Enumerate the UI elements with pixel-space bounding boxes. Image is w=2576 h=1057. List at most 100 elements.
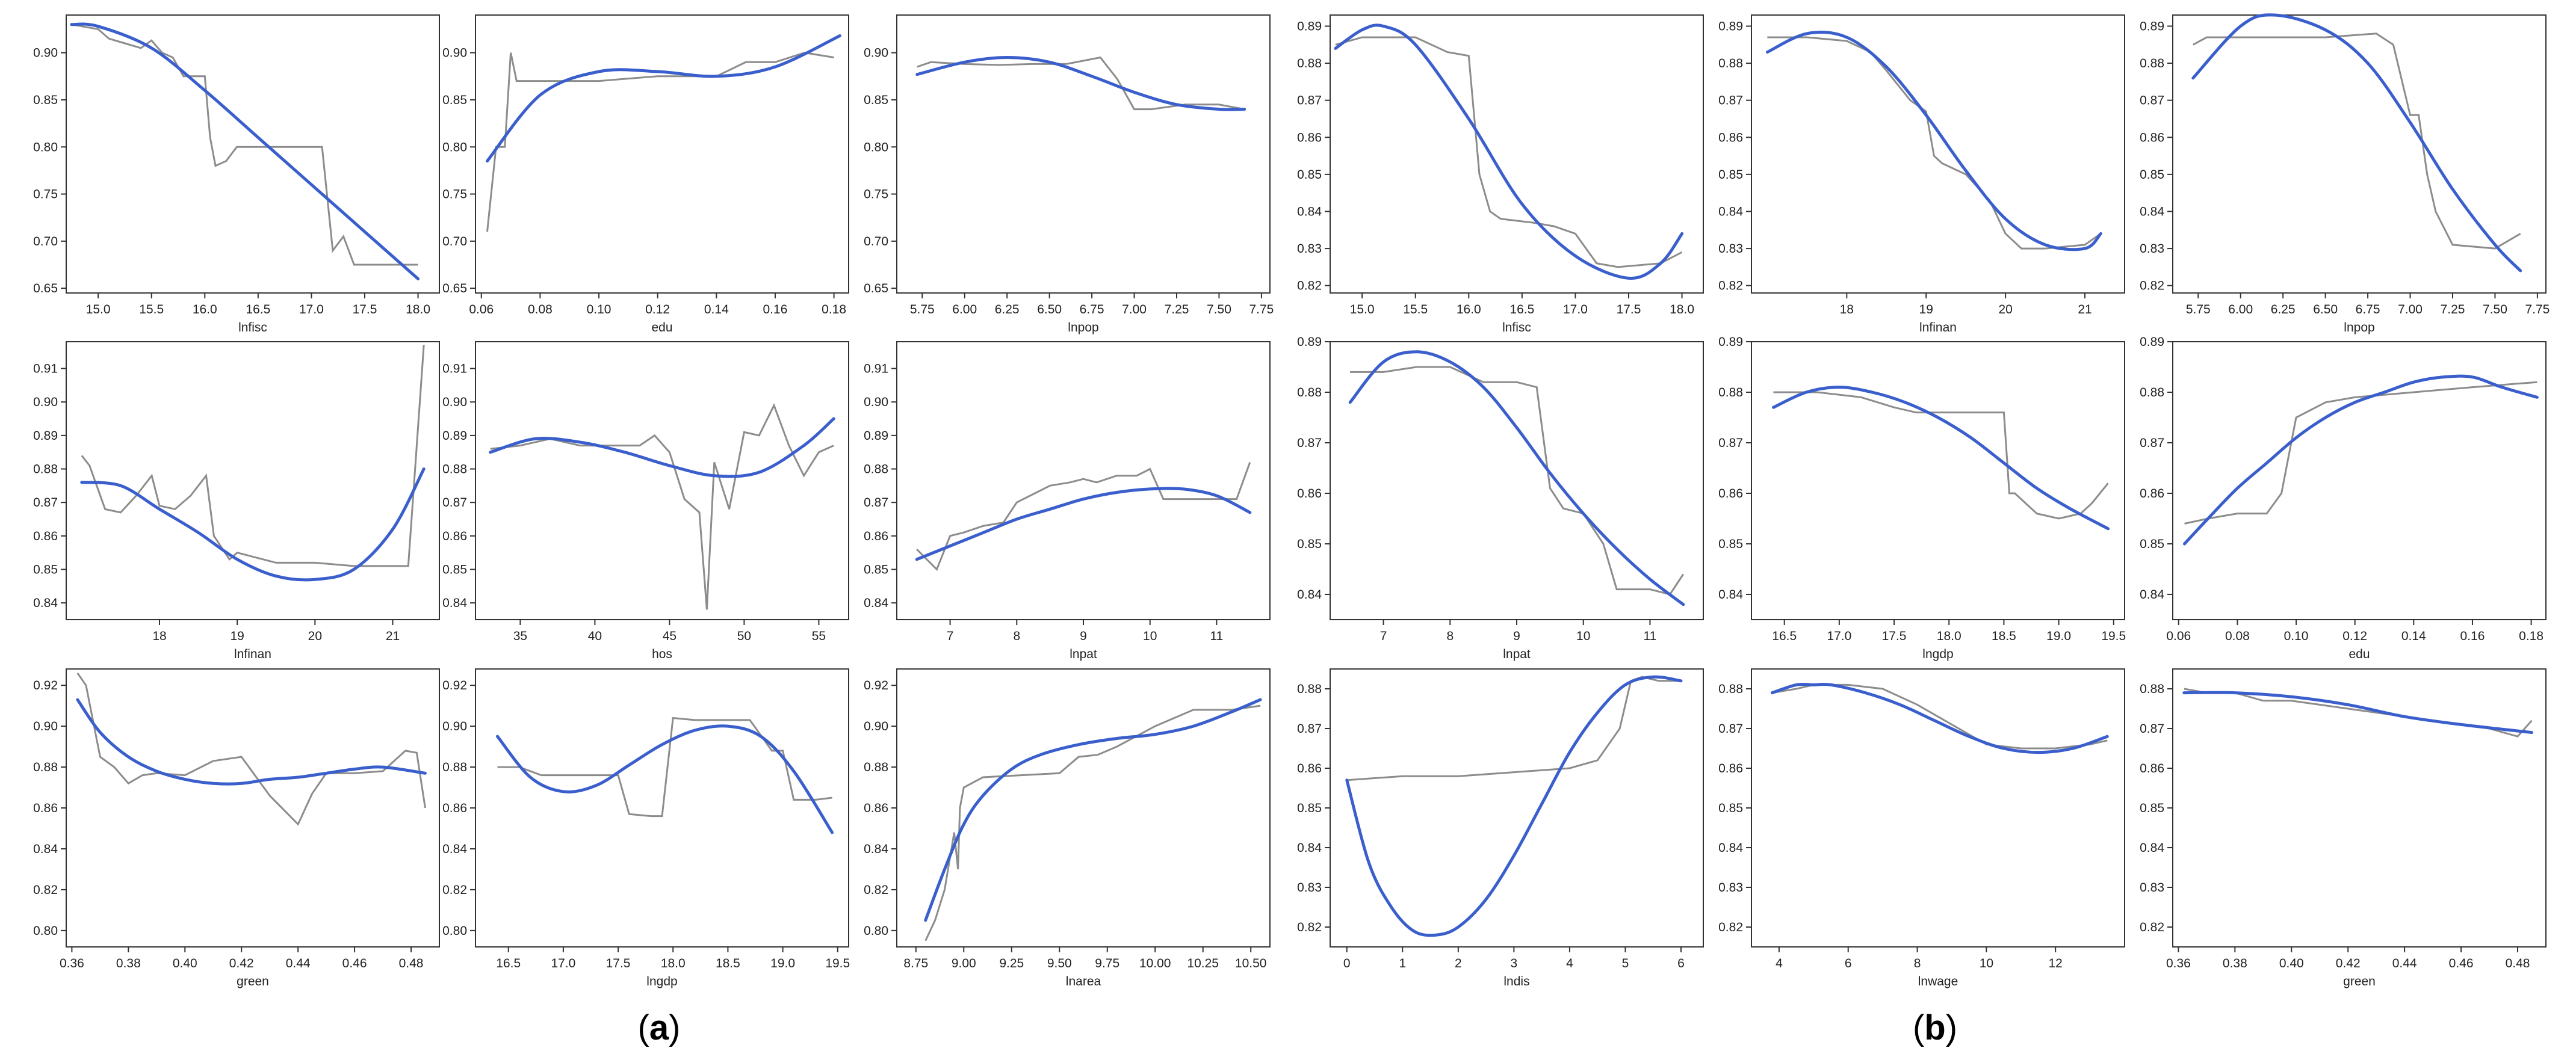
y-tick-label: 0.80 <box>864 924 888 938</box>
x-tick-label: 0.14 <box>2401 629 2426 643</box>
y-tick-label: 0.88 <box>1718 682 1743 696</box>
subplot-b-green: 0.36 0.38 0.40 0.42 0.44 0.46 0.48 0.82 0.83 0.84… <box>2140 668 2547 988</box>
y-tick-label: 0.89 <box>864 429 888 443</box>
plot-frame <box>475 341 849 620</box>
y-tick-label: 0.86 <box>33 801 58 815</box>
y-tick-label: 0.80 <box>864 140 888 154</box>
x-tick-label: 6 <box>1845 957 1852 970</box>
subplot-b-lnpat: 7 8 9 10 11 0.84 0.85 0.86 0.87 0.88 0.89 lnpat <box>1297 335 1704 661</box>
x-tick-label: 6.50 <box>1037 303 1062 316</box>
x-tick-label: 0.06 <box>2166 629 2191 643</box>
x-tick-label: 35 <box>513 629 527 643</box>
subplot-a-edu: 0.06 0.08 0.10 0.12 0.14 0.16 0.18 0.65 0.70 0.75… <box>442 14 849 334</box>
y-tick-label: 0.85 <box>2140 168 2164 182</box>
y-tick-label: 0.84 <box>1297 205 1322 218</box>
x-tick-label: 17.0 <box>299 303 324 316</box>
fitted-curve-line <box>2183 374 2539 546</box>
y-tick-label: 0.88 <box>442 760 467 774</box>
y-tick-label: 0.86 <box>864 529 888 543</box>
y-tick-label: 0.88 <box>1718 57 1743 70</box>
x-tick-label: 0.08 <box>2225 629 2250 643</box>
x-axis-label: lngdp <box>646 975 677 988</box>
raw-series-line <box>497 716 832 818</box>
y-tick-label: 0.65 <box>442 282 467 295</box>
y-tick-label: 0.89 <box>2140 19 2164 33</box>
y-tick-label: 0.90 <box>33 46 58 60</box>
x-tick-label: 6 <box>1677 957 1685 970</box>
x-axis-label: green <box>237 975 269 988</box>
x-tick-label: 15.0 <box>1350 303 1375 316</box>
panel-label-a: (a) <box>638 1008 681 1047</box>
y-tick-label: 0.89 <box>2140 335 2164 349</box>
fitted-curve-line <box>924 698 1262 922</box>
x-tick-label: 15.5 <box>1403 303 1428 316</box>
plot-frame <box>66 341 440 620</box>
x-axis-label: lnfinan <box>1919 321 1957 334</box>
x-tick-label: 16.5 <box>1772 629 1797 643</box>
x-tick-label: 10 <box>1143 629 1157 643</box>
x-tick-label: 8 <box>1013 629 1020 643</box>
x-tick-label: 16.5 <box>1509 303 1534 316</box>
x-tick-label: 0.48 <box>2506 957 2530 970</box>
x-tick-label: 17.0 <box>551 957 575 970</box>
y-tick-label: 0.87 <box>33 496 58 510</box>
y-tick-label: 0.88 <box>1297 57 1322 70</box>
y-tick-label: 0.86 <box>2140 762 2164 775</box>
y-tick-label: 0.86 <box>1718 131 1743 144</box>
y-tick-label: 0.92 <box>864 679 888 692</box>
y-tick-label: 0.89 <box>442 429 467 443</box>
y-tick-label: 0.85 <box>442 93 467 107</box>
x-tick-label: 7.00 <box>1122 303 1147 316</box>
plot-frame <box>475 668 849 948</box>
x-tick-label: 0.46 <box>342 957 367 970</box>
x-tick-label: 6.75 <box>1080 303 1104 316</box>
x-tick-label: 2 <box>1455 957 1462 970</box>
x-tick-label: 0.14 <box>704 303 729 316</box>
plot-frame <box>1330 668 1704 948</box>
x-axis-label: lnwage <box>1918 975 1958 988</box>
y-tick-label: 0.70 <box>864 235 888 248</box>
plot-frame <box>896 341 1271 620</box>
x-tick-label: 20 <box>308 629 322 643</box>
plot-frame <box>1751 14 2125 294</box>
y-tick-label: 0.90 <box>33 395 58 409</box>
y-tick-label: 0.80 <box>33 140 58 154</box>
x-tick-label: 8 <box>1914 957 1921 970</box>
plot-frame <box>1330 14 1704 294</box>
y-tick-label: 0.82 <box>1718 279 1743 293</box>
x-tick-label: 0.10 <box>587 303 611 316</box>
y-tick-label: 0.88 <box>864 463 888 476</box>
plot-frame <box>1751 668 2125 948</box>
x-axis-label: lnfinan <box>234 647 271 661</box>
y-tick-label: 0.87 <box>442 496 467 510</box>
x-tick-label: 19.0 <box>770 957 795 970</box>
y-tick-label: 0.80 <box>442 140 467 154</box>
y-tick-label: 0.89 <box>1718 19 1743 33</box>
x-tick-label: 18.0 <box>406 303 430 316</box>
y-tick-label: 0.86 <box>2140 487 2164 501</box>
x-tick-label: 0.12 <box>2342 629 2367 643</box>
x-tick-label: 17.5 <box>1617 303 1641 316</box>
subplot-b-edu: 0.06 0.08 0.10 0.12 0.14 0.16 0.18 0.84 0.85 0.86… <box>2140 335 2547 661</box>
fitted-curve-line <box>2191 13 2522 273</box>
x-tick-label: 21 <box>386 629 400 643</box>
x-tick-label: 0.36 <box>2166 957 2191 970</box>
y-tick-label: 0.87 <box>2140 94 2164 108</box>
x-tick-label: 7.75 <box>2525 303 2550 316</box>
y-tick-label: 0.82 <box>2140 920 2164 934</box>
x-tick-label: 0.40 <box>173 957 197 970</box>
x-tick-label: 0.12 <box>645 303 670 316</box>
x-tick-label: 0.38 <box>116 957 141 970</box>
x-tick-label: 0.42 <box>2336 957 2361 970</box>
subplot-b-lnpop: 5.75 6.00 6.25 6.50 6.75 7.00 7.25 7.50 7.75 0.82… <box>2140 13 2550 334</box>
x-tick-label: 19.5 <box>825 957 850 970</box>
y-tick-label: 0.84 <box>442 842 467 856</box>
x-tick-label: 18.5 <box>716 957 740 970</box>
y-tick-label: 0.75 <box>33 188 58 202</box>
x-tick-label: 6.00 <box>952 303 977 316</box>
fitted-curve-line <box>496 724 834 834</box>
y-tick-label: 0.88 <box>864 760 888 774</box>
x-tick-label: 10 <box>1980 957 1993 970</box>
x-tick-label: 0.18 <box>822 303 846 316</box>
